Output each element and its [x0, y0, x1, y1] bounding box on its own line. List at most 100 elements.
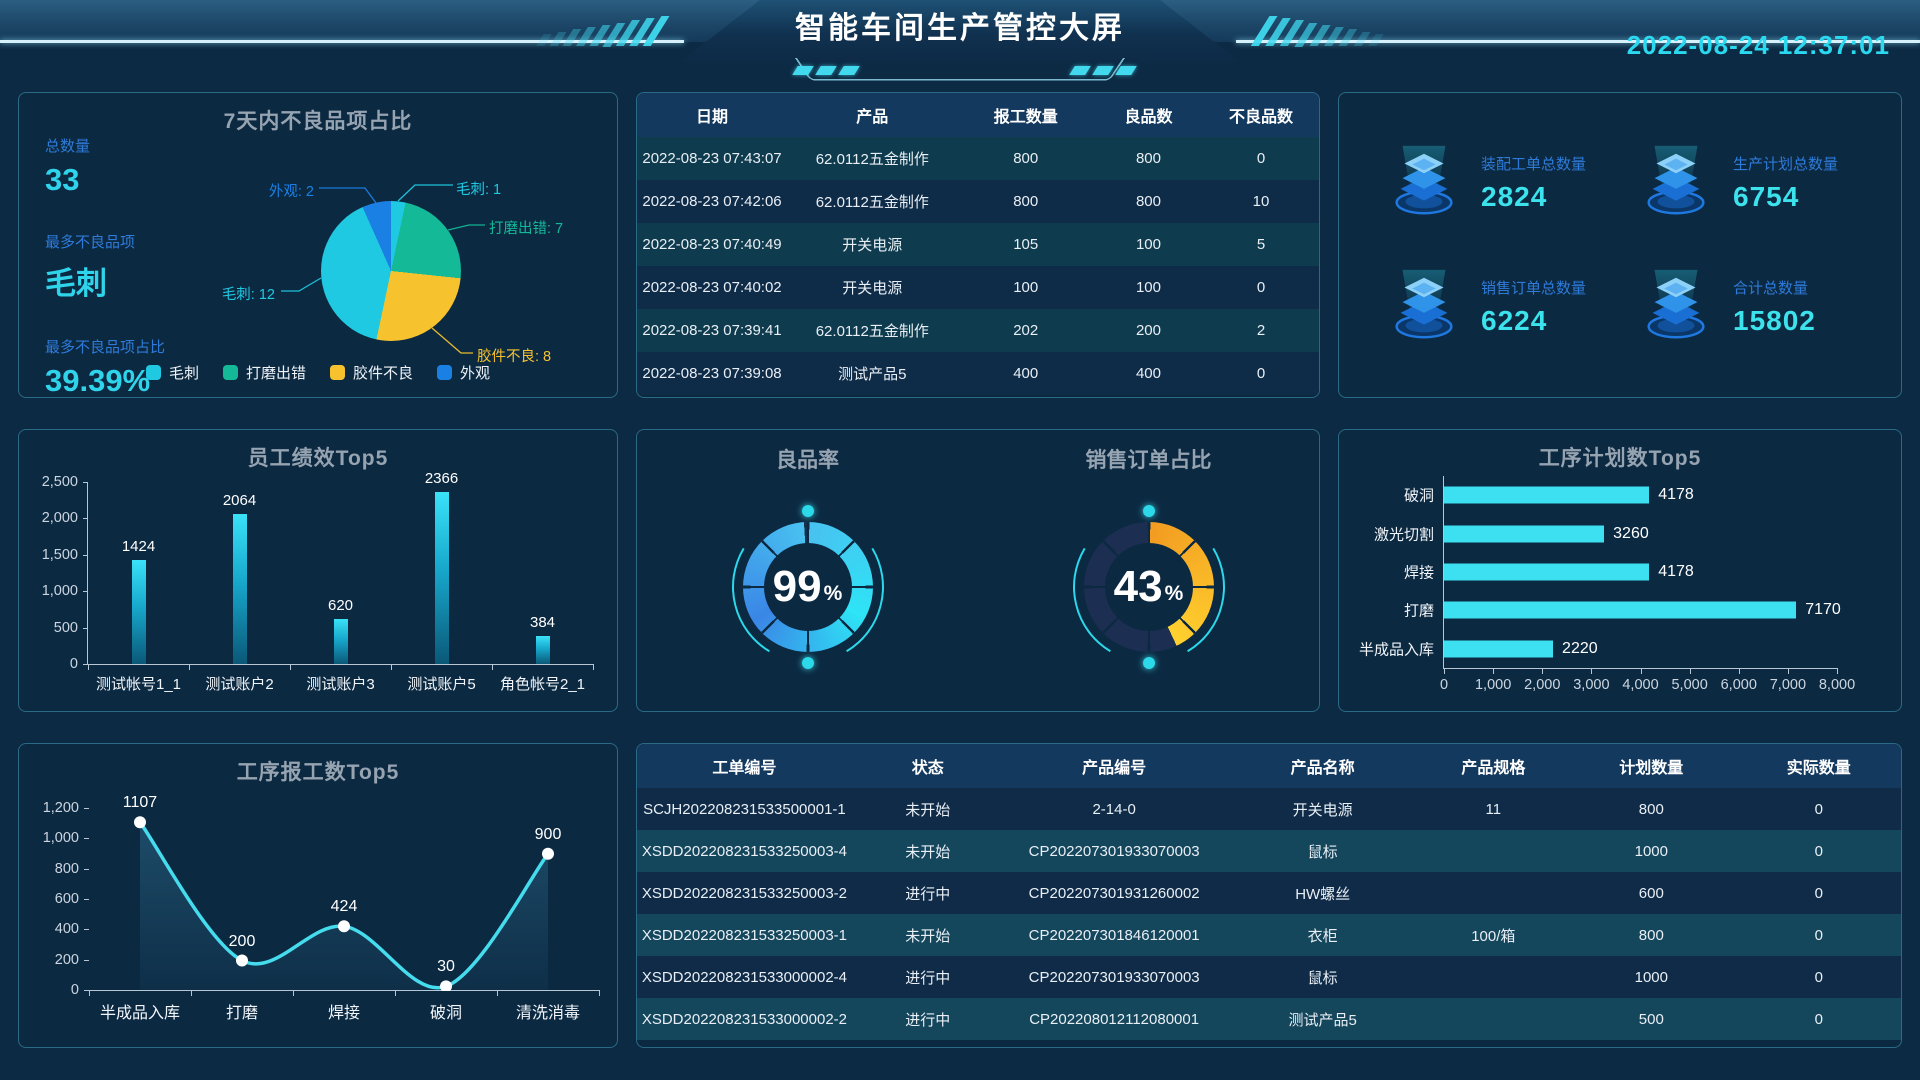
- defect-stats: 总数量 33 最多不良品项 毛刺 最多不良品项占比 39.39%: [45, 135, 205, 398]
- table-cell: 进行中: [905, 1011, 951, 1029]
- x-axis-category-label: 半成品入库: [99, 1005, 181, 1022]
- table-cell: XSDD202208231533000002-2: [641, 1010, 848, 1028]
- panel-title: 销售订单占比: [1085, 449, 1212, 472]
- table-cell: 1000: [1634, 968, 1668, 986]
- column-header: 产品名称: [1224, 744, 1421, 788]
- x-axis-tick: [1738, 668, 1740, 674]
- table-cell: 62.0112五金制作: [815, 194, 929, 211]
- table-header: 日期 产品 报工数量 良品数 不良品数: [637, 93, 1319, 137]
- table-cell: 11: [1485, 800, 1502, 818]
- x-axis-label: 8,000: [1818, 677, 1856, 693]
- table-cell: CP202208012112080001: [1029, 1010, 1200, 1028]
- header-line-left: [0, 40, 684, 43]
- y-axis-category-label: 破洞: [1403, 487, 1434, 505]
- x-axis-tick: [1837, 668, 1838, 674]
- column-header: 产品规格: [1420, 744, 1566, 788]
- x-axis-category-label: 测试帐号1_1: [95, 676, 182, 693]
- stack-icon: [1635, 142, 1717, 224]
- column-header: 实际数量: [1736, 744, 1901, 788]
- column-header: 产品编号: [1003, 744, 1225, 788]
- stat-card-text: 装配工单总数量 2824: [1481, 153, 1586, 213]
- table-row: 2022-08-23 07:40:02 开关电源 100 100 0: [637, 266, 1319, 309]
- y-axis-label: 200: [54, 951, 79, 968]
- x-axis-tick: [1493, 668, 1495, 674]
- legend-item: 打磨出错: [222, 362, 306, 383]
- x-axis-tick: [191, 990, 192, 996]
- bar: [535, 636, 550, 664]
- table-cell: 100: [1135, 279, 1161, 296]
- legend-label: 打磨出错: [245, 365, 306, 382]
- x-axis-label: 0: [1439, 677, 1449, 693]
- panel-line-chart: 工序报工数Top5 1107 半成品入库 200 打磨 424 焊接 30 破洞 900 清洗消毒…: [18, 743, 618, 1048]
- table-cell: 800: [1135, 193, 1161, 210]
- table-cell: 鼠标: [1307, 843, 1338, 861]
- table-cell: 开关电源: [842, 237, 903, 254]
- y-axis-tick: [84, 838, 89, 840]
- stat-total: 总数量 33: [45, 138, 91, 197]
- x-axis-tick: [593, 664, 594, 670]
- header-title-plate: 智能车间生产管控大屏: [680, 0, 1240, 62]
- page-title: 智能车间生产管控大屏: [795, 12, 1125, 45]
- table-cell: 0: [1256, 150, 1266, 167]
- table-row: XSDD202208231533000002-4 进行中 CP20220730193…: [637, 956, 1901, 998]
- legend-swatch: [437, 365, 453, 380]
- panel-title: 良品率: [776, 449, 839, 472]
- table-cell: 2-14-0: [1092, 800, 1136, 818]
- gauge-block: 销售订单占比 43%: [978, 430, 1319, 711]
- bar-value-label: 4178: [1658, 563, 1694, 580]
- stat-card: 销售订单总数量 6224: [1383, 245, 1635, 369]
- bar: [1444, 525, 1605, 543]
- table-cell: 0: [1256, 365, 1266, 382]
- dash-decoration-left-icon: [792, 66, 860, 75]
- gauge-arc-decoration: [1056, 494, 1241, 680]
- y-axis-category-label: 打磨: [1403, 602, 1434, 620]
- legend-item: 毛刺: [145, 362, 199, 383]
- column-header: 工单编号: [637, 744, 852, 788]
- table-cell: HW螺丝: [1295, 885, 1351, 903]
- column-header: 报工数量: [957, 93, 1094, 137]
- y-axis-label: 400: [54, 921, 79, 938]
- stat-card-text: 销售订单总数量 6224: [1481, 277, 1586, 337]
- stat-card-text: 合计总数量 15802: [1733, 277, 1816, 337]
- table-cell: 800: [1638, 926, 1664, 944]
- table-cell: CP202207301931260002: [1028, 884, 1200, 902]
- gauge-block: 良品率 99%: [637, 430, 978, 711]
- x-axis-category-label: 角色帐号2_1: [499, 676, 586, 693]
- table-cell: 400: [1013, 365, 1039, 382]
- x-axis-category-label: 测试账户2: [205, 676, 274, 693]
- table-cell: XSDD202208231533250003-1: [641, 926, 848, 944]
- panel-title: 7天内不良品项占比: [223, 110, 413, 133]
- table-row: 2022-08-23 07:39:41 62.0112五金制作 202 200 2: [637, 309, 1319, 352]
- table-cell: 鼠标: [1307, 969, 1338, 987]
- x-axis-tick: [492, 664, 493, 670]
- dashboard-grid: 7天内不良品项占比 总数量 33 最多不良品项 毛刺 最多不良品项占比 39.3…: [18, 92, 1902, 1048]
- y-axis-tick: [83, 518, 88, 520]
- stat-card-text: 生产计划总数量 6754: [1733, 153, 1838, 213]
- panel-gauges: 良品率 99% 销售订单占比 43%: [636, 429, 1320, 712]
- legend-swatch: [330, 365, 345, 380]
- y-axis-label: 1,500: [41, 546, 78, 563]
- bar-value-label: 3260: [1613, 524, 1649, 542]
- table-cell: XSDD202208231533250003-2: [641, 884, 848, 902]
- point-value-label: 424: [330, 898, 358, 916]
- x-axis-label: 4,000: [1622, 677, 1659, 693]
- x-axis-label: 3,000: [1573, 677, 1610, 693]
- x-axis-tick: [395, 990, 396, 996]
- table-cell: [1421, 872, 1566, 914]
- dash-decoration-right-icon: [1069, 66, 1137, 75]
- x-axis-category-label: 清洗消毒: [515, 1005, 581, 1022]
- table-cell: 2022-08-23 07:39:41: [642, 322, 782, 339]
- table-cell: 500: [1638, 1010, 1664, 1028]
- bar: [333, 618, 348, 664]
- point-value-label: 200: [228, 932, 256, 950]
- legend-swatch: [222, 365, 238, 380]
- table-cell: XSDD202208231533250003-4: [641, 842, 848, 860]
- column-header: 日期: [637, 93, 788, 137]
- performance-bar-chart: 0 500 1,000 1,500 2,000 2,500 1424 测试帐号1_1 2064 测…: [42, 470, 594, 693]
- stat-card-label: 装配工单总数量: [1481, 156, 1587, 173]
- stat-top-defect-ratio: 最多不良品项占比 39.39%: [45, 339, 166, 398]
- table-cell: 1000: [1634, 842, 1668, 860]
- table-cell: 800: [1638, 800, 1664, 818]
- y-axis-tick: [84, 868, 89, 870]
- table-cell: 未开始: [905, 801, 951, 819]
